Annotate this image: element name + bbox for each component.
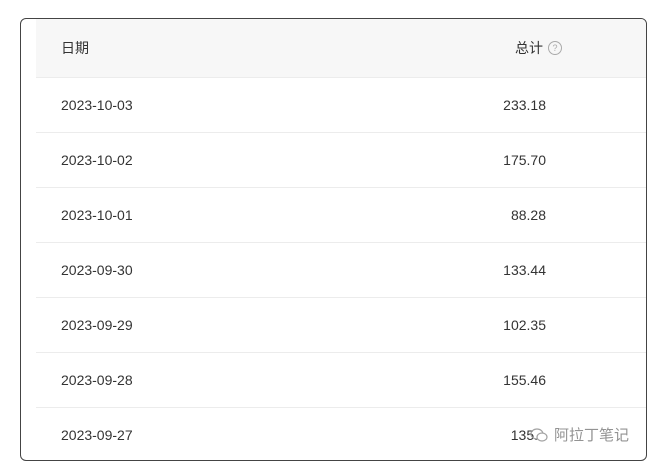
data-table-card: 日期 总计 ? 2023-10-03 233.18 2023-10-02 175.7… (20, 18, 647, 461)
table-row: 2023-09-29 102.35 (36, 298, 646, 353)
table-row: 2023-10-01 88.28 (36, 188, 646, 243)
watermark-text: 阿拉丁笔记 (554, 427, 630, 444)
cell-date: 2023-09-30 (61, 262, 133, 278)
cell-total: 102.35 (503, 317, 546, 333)
column-header-total[interactable]: 总计 ? (515, 38, 562, 58)
column-header-date[interactable]: 日期 (61, 40, 89, 56)
cell-total: 175.70 (503, 152, 546, 168)
table-row: 2023-10-02 175.70 (36, 133, 646, 188)
table-header: 日期 总计 ? (36, 19, 646, 78)
cell-date: 2023-10-03 (61, 97, 133, 113)
cell-total: 233.18 (503, 97, 546, 113)
wechat-icon (530, 427, 548, 442)
question-circle-icon[interactable]: ? (548, 41, 562, 55)
watermark: 阿拉丁笔记 (530, 424, 629, 445)
cell-date: 2023-09-28 (61, 372, 133, 388)
table-row: 2023-09-28 155.46 (36, 353, 646, 408)
cell-total: 155.46 (503, 372, 546, 388)
column-header-total-label: 总计 (515, 40, 543, 56)
cell-total: 133.44 (503, 262, 546, 278)
cell-date: 2023-09-27 (61, 427, 133, 443)
data-table: 日期 总计 ? 2023-10-03 233.18 2023-10-02 175.7… (36, 19, 646, 460)
table-row: 2023-10-03 233.18 (36, 78, 646, 133)
cell-date: 2023-09-29 (61, 317, 133, 333)
table-row: 2023-09-30 133.44 (36, 243, 646, 298)
cell-date: 2023-10-02 (61, 152, 133, 168)
cell-total: 88.28 (510, 207, 546, 223)
cell-date: 2023-10-01 (61, 207, 133, 223)
